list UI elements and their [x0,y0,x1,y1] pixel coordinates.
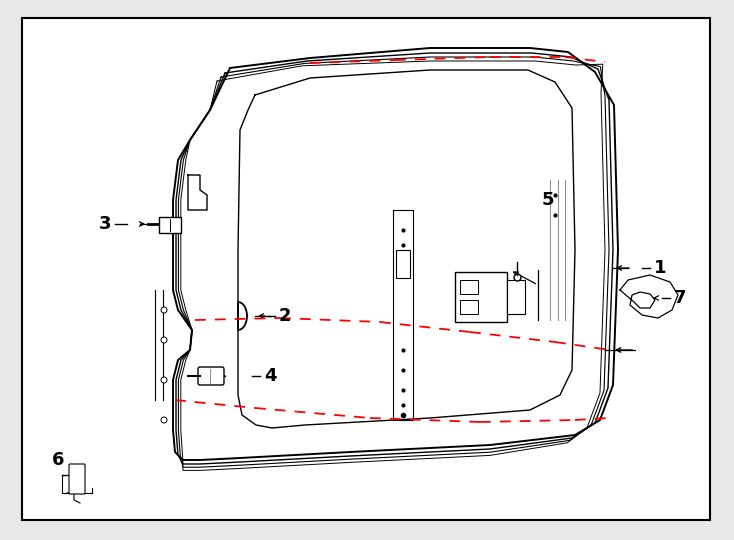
Circle shape [161,417,167,423]
Circle shape [161,377,167,383]
Text: 4: 4 [264,367,276,385]
Bar [460,280,478,294]
Text: 7: 7 [674,289,686,307]
Text: 2: 2 [279,307,291,325]
Circle shape [161,307,167,313]
Text: 5: 5 [542,191,554,209]
Polygon shape [620,275,678,318]
Text: 3: 3 [99,215,112,233]
FancyBboxPatch shape [198,367,224,385]
Bar [507,280,525,314]
Text: 6: 6 [52,451,65,469]
Bar [455,272,507,322]
Bar [460,300,478,314]
Bar [396,250,410,278]
FancyBboxPatch shape [69,464,85,494]
Circle shape [161,337,167,343]
FancyBboxPatch shape [159,217,181,233]
Text: 1: 1 [654,259,666,277]
